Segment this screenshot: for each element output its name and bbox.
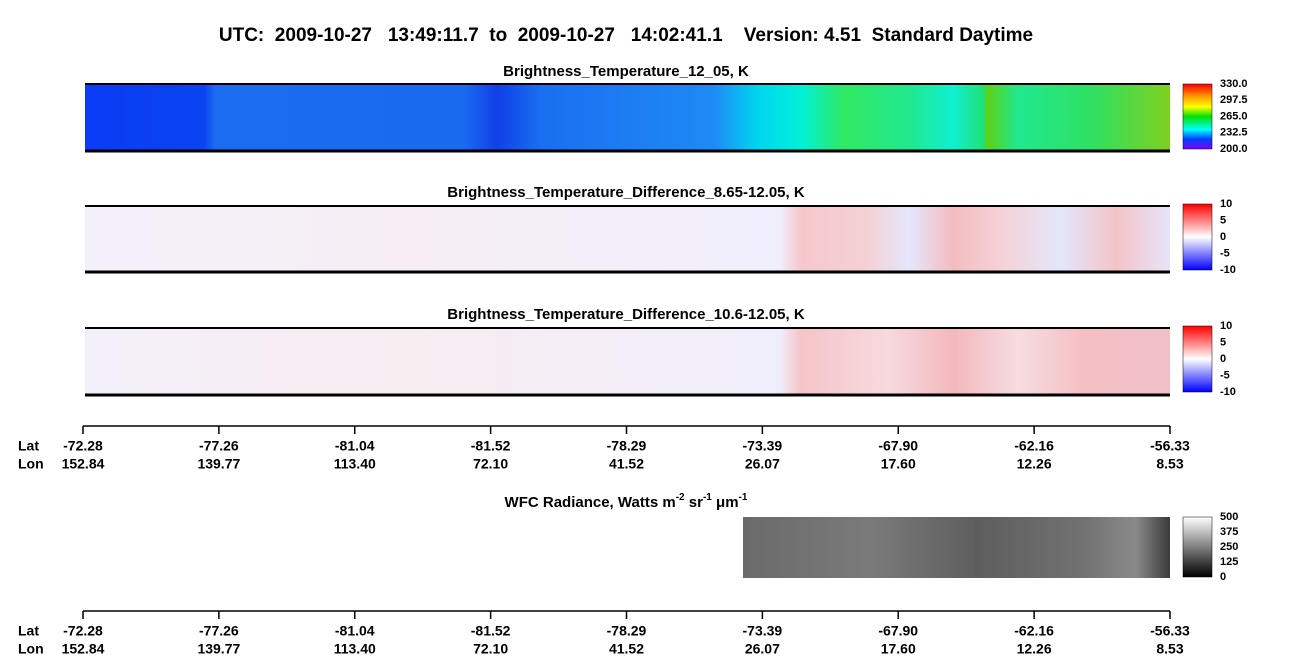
colorbar-tick-label: 10	[1220, 320, 1232, 332]
lat-label: -81.04	[335, 438, 375, 454]
axis-label: Lat	[18, 438, 39, 454]
colorbar-tick-label: 5	[1220, 214, 1226, 226]
lon-label: 41.52	[609, 456, 644, 472]
colorbar-tick-label: 200.0	[1220, 143, 1248, 155]
wfc-panel: WFC Radiance, Watts m-2 sr-1 μm-1	[505, 492, 1213, 578]
lat-label: -81.52	[471, 438, 511, 454]
superscript: -1	[703, 492, 712, 503]
lon-label: 113.40	[334, 456, 376, 472]
lon-label: 41.52	[609, 641, 644, 657]
panel-title: Brightness_Temperature_Difference_8.65-1…	[447, 184, 805, 201]
lon-label: 26.07	[745, 641, 780, 657]
colorbar-tick-label: 250	[1220, 541, 1238, 553]
colorbar-tick-label: 232.5	[1220, 127, 1248, 139]
colorbar-tick-label: 297.5	[1220, 94, 1248, 106]
lon-label: 72.10	[473, 641, 508, 657]
colorbar-tick-label: 265.0	[1220, 110, 1248, 122]
lon-label: 72.10	[473, 456, 508, 472]
lon-label: 139.77	[197, 456, 240, 472]
image	[743, 517, 1170, 578]
lat-label: -77.26	[199, 623, 239, 639]
colorbar-tick-label: 10	[1220, 198, 1232, 210]
colorbar	[1182, 203, 1213, 271]
lat-label: -62.16	[1014, 623, 1054, 639]
lon-label: 139.77	[197, 641, 240, 657]
lat-label: -67.90	[878, 623, 918, 639]
lat-label: -72.28	[63, 623, 103, 639]
lat-label: -77.26	[199, 438, 239, 454]
lon-label: 152.84	[62, 456, 105, 472]
image	[85, 84, 1170, 151]
lon-label: 17.60	[881, 641, 916, 657]
colorbar-tick-label: 5	[1220, 336, 1226, 348]
lat-label: -81.52	[471, 623, 511, 639]
lon-label: 113.40	[334, 641, 376, 657]
colorbar-tick-label: 0	[1220, 571, 1226, 583]
superscript: -1	[739, 492, 748, 503]
lon-label: 8.53	[1156, 641, 1183, 657]
lat-label: -72.28	[63, 438, 103, 454]
panel-title: Brightness_Temperature_12_05, K	[503, 63, 749, 80]
lat-label: -67.90	[878, 438, 918, 454]
lon-label: 17.60	[881, 456, 916, 472]
superscript: -2	[676, 492, 685, 503]
axis-label: Lat	[18, 623, 39, 639]
lon-label: 8.53	[1156, 456, 1183, 472]
lat-label: -56.33	[1150, 623, 1190, 639]
lon-label: 12.26	[1017, 456, 1052, 472]
colorbar	[1182, 83, 1213, 150]
title-part: WFC Radiance, Watts m	[505, 494, 676, 511]
colorbar-tick-label: -10	[1220, 386, 1236, 398]
colorbar-tick-label: 330.0	[1220, 78, 1248, 90]
panel-borders	[85, 83, 1170, 397]
colorbar-tick-label: 0	[1220, 231, 1226, 243]
lon-label: 12.26	[1017, 641, 1052, 657]
lat-label: -56.33	[1150, 438, 1190, 454]
lat-label: -73.39	[743, 438, 783, 454]
axis-label: Lon	[18, 641, 44, 657]
colorbar-tick-label: -5	[1220, 247, 1230, 259]
colorbar-tick-label: 500	[1220, 511, 1238, 523]
image	[85, 206, 1170, 272]
image	[85, 328, 1170, 395]
colorbar-tick-label: 125	[1220, 556, 1238, 568]
lon-label: 26.07	[745, 456, 780, 472]
colorbar	[1182, 325, 1213, 393]
panel-title: WFC Radiance, Watts m-2 sr-1 μm-1	[505, 492, 748, 511]
panel: Brightness_Temperature_Difference_8.65-1…	[85, 184, 1213, 272]
lat-label: -78.29	[607, 623, 647, 639]
panel-title: Brightness_Temperature_Difference_10.6-1…	[447, 306, 805, 323]
lat-label: -62.16	[1014, 438, 1054, 454]
lat-label: -73.39	[743, 623, 783, 639]
page-title: UTC: 2009-10-27 13:49:11.7 to 2009-10-27…	[219, 25, 1033, 46]
title-part: sr	[685, 494, 704, 511]
colorbar-tick-label: -10	[1220, 264, 1236, 276]
panel: Brightness_Temperature_12_05, K	[85, 63, 1213, 151]
title-part: μm	[712, 494, 739, 511]
lat-label: -78.29	[607, 438, 647, 454]
colorbar-tick-label: -5	[1220, 369, 1230, 381]
lat-label: -81.04	[335, 623, 375, 639]
lon-label: 152.84	[62, 641, 105, 657]
colorbar	[1182, 516, 1213, 578]
colorbar-tick-label: 375	[1220, 526, 1238, 538]
panel: Brightness_Temperature_Difference_10.6-1…	[85, 306, 1213, 395]
colorbar-tick-label: 0	[1220, 353, 1226, 365]
axis-label: Lon	[18, 456, 44, 472]
